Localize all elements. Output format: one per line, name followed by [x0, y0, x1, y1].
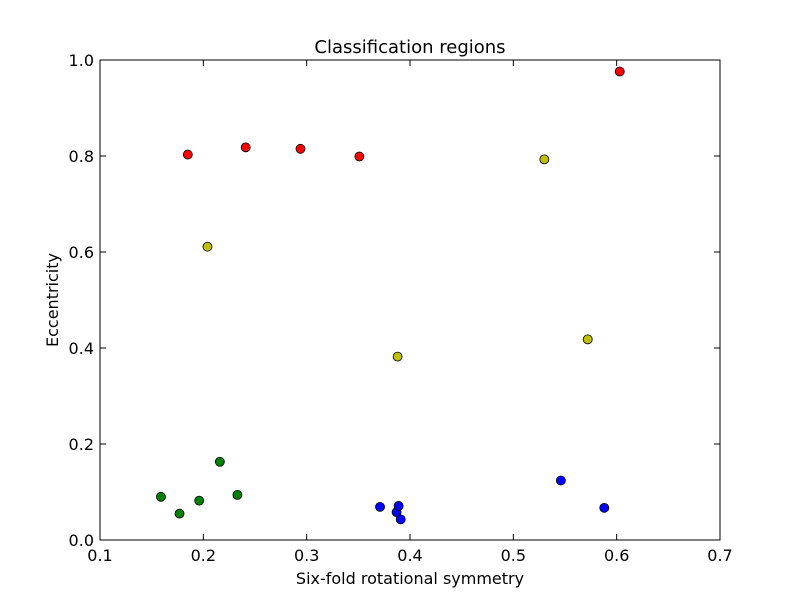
- x-tick-label: 0.4: [397, 546, 422, 565]
- data-point: [539, 154, 550, 165]
- data-point: [375, 501, 385, 512]
- x-axis-label: Six-fold rotational symmetry: [296, 569, 524, 588]
- data-point: [240, 142, 251, 153]
- x-tick-label: 0.2: [191, 546, 216, 565]
- data-point: [582, 334, 593, 345]
- data-point: [393, 501, 404, 511]
- x-tick-label: 0.7: [707, 546, 732, 565]
- x-tick-label: 0.1: [87, 546, 112, 565]
- data-point: [599, 502, 610, 513]
- data-point: [214, 456, 225, 467]
- x-axis: 0.1 0.2 0.3 0.4 0.5 0.6 0.7: [87, 60, 733, 565]
- y-axis-label: Eccentricity: [43, 253, 62, 347]
- x-tick-label: 0.5: [501, 546, 526, 565]
- chart-title: Classification regions: [314, 37, 505, 58]
- data-point: [182, 149, 193, 160]
- data-point: [614, 66, 625, 77]
- y-tick-label: 0.8: [69, 147, 94, 166]
- data-point: [194, 495, 205, 506]
- y-tick-label: 1.0: [69, 51, 94, 70]
- data-point: [202, 241, 213, 252]
- data-points: [156, 66, 625, 525]
- x-tick-label: 0.3: [294, 546, 319, 565]
- data-point: [392, 351, 403, 362]
- x-tick-label: 0.6: [604, 546, 629, 565]
- data-point: [232, 489, 243, 500]
- y-tick-label: 0.2: [69, 435, 94, 454]
- y-tick-label: 0.0: [69, 531, 94, 550]
- y-tick-label: 0.4: [69, 339, 94, 358]
- data-point: [295, 143, 306, 154]
- data-point: [174, 508, 185, 519]
- y-tick-label: 0.6: [69, 243, 94, 262]
- data-point: [555, 475, 566, 486]
- plot-frame: [99, 59, 721, 541]
- data-point: [354, 151, 365, 162]
- data-point: [395, 514, 406, 525]
- data-point: [156, 491, 166, 502]
- y-axis: 0.0 0.2 0.4 0.6 0.8 1.0: [69, 51, 720, 550]
